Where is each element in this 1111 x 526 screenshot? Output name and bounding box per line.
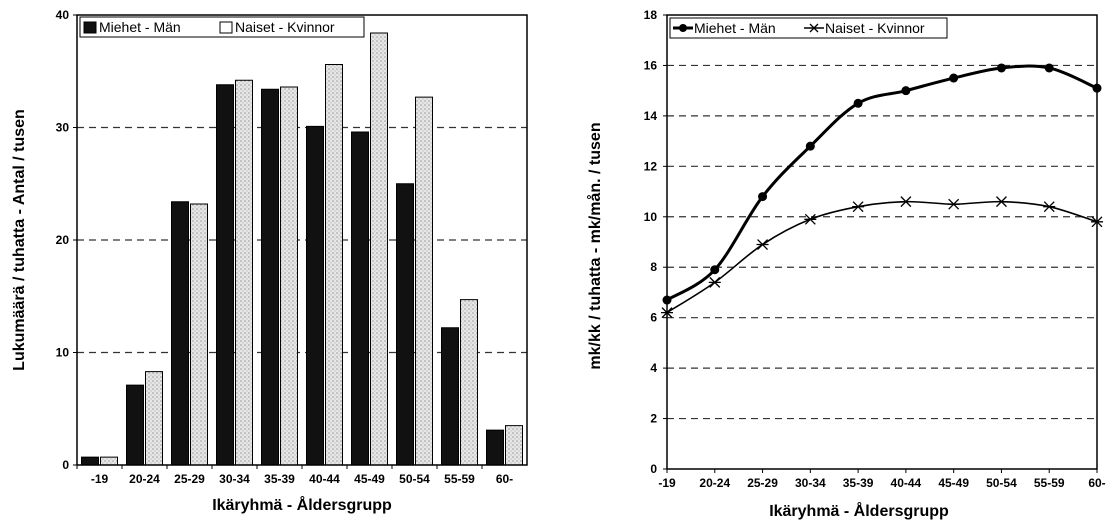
bar-men [486,429,504,466]
line-chart-ylabel: mk/kk / tuhatta - mk/mån. / tusen [586,122,604,369]
point-men [710,265,720,275]
bar-chart-ytick-label: 40 [56,8,70,22]
line-chart-xlabel: Ikäryhmä - Åldersgrupp [769,501,949,520]
bar-chart-xtick-label: 45-49 [354,472,385,486]
legend-label-men: Miehet - Män [99,19,181,35]
bar-men [171,201,189,466]
point-women [804,213,817,225]
point-women [899,196,912,208]
point-women [995,196,1008,208]
line-chart-xtick-label: 20-24 [699,476,730,490]
series-line-women [666,200,1098,314]
point-men [996,63,1006,73]
point-women [852,201,865,213]
bar-men [306,125,324,466]
line-chart-ytick-label: 16 [644,58,658,72]
line-chart-xtick-label: 60- [1088,476,1105,490]
bar-men [81,456,99,466]
bar-chart-xtick-label: -19 [91,472,109,486]
line-chart-xtick-label: 25-29 [747,476,778,490]
bar-chart-ytick-label: 0 [62,458,69,472]
point-men [1092,83,1102,93]
line-chart-xtick-label: 40-44 [891,476,922,490]
bar-chart-ylabel: Lukumäärä / tuhatta - Antal / tusen [11,109,28,371]
line-chart-xtick-label: 35-39 [843,476,874,490]
bar-men [216,84,234,466]
bar-women [460,299,478,466]
line-chart-ytick-label: 12 [644,159,658,173]
legend-marker-women [809,23,819,33]
bar-women [325,64,343,466]
bar-women [145,371,163,466]
line-chart-ytick-label: 6 [650,311,657,325]
bar-women [190,203,208,466]
point-men [805,141,815,151]
bar-women [370,32,388,466]
legend-marker-men [679,24,687,32]
bar-women [505,425,523,466]
line-chart-frame [666,14,1098,470]
legend-label-women: Naiset - Kvinnor [825,20,925,36]
bar-chart-xtick-label: 25-29 [174,472,205,486]
point-women [756,239,769,250]
bar-men [261,88,279,466]
point-women [947,198,960,210]
point-women [661,307,673,319]
line-chart-ytick-label: 8 [650,260,657,274]
line-chart-ytick-label: 10 [644,210,658,224]
point-men [853,98,863,108]
bar-chart-xtick-label: 30-34 [219,472,250,486]
legend-swatch-women [219,21,233,34]
point-men [662,295,672,305]
point-men [949,73,959,83]
series-line-men [666,64,1098,302]
bar-chart-ytick-label: 20 [56,233,70,247]
bar-chart-ytick-label: 30 [56,121,70,135]
line-chart-xtick-label: 30-34 [795,476,826,490]
bar-chart-xlabel: Ikäryhmä - Åldersgrupp [212,495,392,514]
bar-men [126,384,144,466]
bar-chart-ytick-label: 10 [56,346,70,360]
bar-chart-xtick-label: 50-54 [399,472,430,486]
bar-men [396,183,414,466]
bar-men [441,327,459,466]
line-chart-xtick-label: 50-54 [986,476,1017,490]
legend-swatch-men [83,21,97,34]
bar-women [415,96,433,466]
line-chart-xtick-label: -19 [658,476,676,490]
point-women [1043,201,1056,213]
bar-chart-xtick-label: 20-24 [129,472,160,486]
legend-label-women: Naiset - Kvinnor [235,19,335,35]
bar-women [100,456,118,466]
line-chart-ytick-label: 2 [650,412,657,426]
bar-chart-xtick-label: 35-39 [264,472,295,486]
line-chart-xtick-label: 45-49 [938,476,969,490]
bar-chart-xtick-label: 55-59 [444,472,475,486]
point-men [1044,63,1054,73]
point-women [708,276,721,288]
point-men [758,192,768,202]
bar-chart-xtick-label: 40-44 [309,472,340,486]
line-chart-xtick-label: 55-59 [1034,476,1065,490]
line-chart-ytick-label: 18 [644,8,658,22]
point-men [901,86,911,96]
bar-women [280,86,298,466]
line-chart-ytick-label: 0 [650,462,657,476]
bar-chart-xtick-label: 60- [496,472,513,486]
bar-chart: 0 10 20 30 40 -19 20-24 25-29 30-34 35-39 40-44 45-… [56,8,528,486]
line-chart-ytick-label: 14 [644,109,658,123]
legend-label-men: Miehet - Män [694,20,776,36]
line-chart: 0 2 4 6 8 10 12 14 16 18 -19 20-24 25-29 30-34 35-39 40… [644,8,1106,490]
bar-chart-frame [76,14,528,466]
bar-women [235,79,253,466]
point-women [1091,216,1103,228]
line-chart-ytick-label: 4 [650,361,657,375]
bar-men [351,131,369,466]
